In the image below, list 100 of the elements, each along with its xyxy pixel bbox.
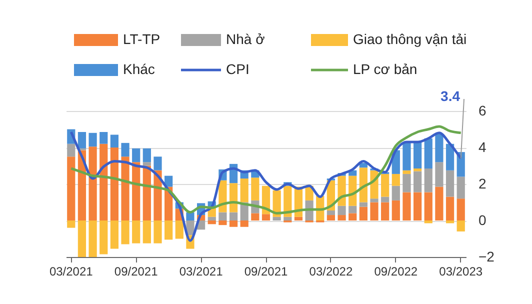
bar bbox=[100, 144, 108, 220]
bar bbox=[100, 132, 108, 144]
bar bbox=[392, 200, 400, 220]
bar bbox=[456, 176, 465, 199]
y-tick-label: 6 bbox=[478, 102, 486, 118]
bar bbox=[142, 148, 151, 162]
bar bbox=[186, 212, 194, 220]
bar bbox=[121, 142, 130, 157]
bar bbox=[456, 198, 465, 220]
bar bbox=[142, 162, 151, 166]
x-tick-label: 03/2022 bbox=[309, 264, 353, 278]
annotation: 3.4 bbox=[440, 88, 460, 104]
bar bbox=[424, 220, 432, 224]
bar bbox=[132, 148, 140, 162]
bar bbox=[132, 162, 140, 220]
bar bbox=[100, 220, 108, 254]
bar bbox=[67, 156, 76, 220]
bar bbox=[218, 212, 227, 220]
legend-label: LP cơ bản bbox=[353, 61, 418, 77]
bar bbox=[446, 144, 454, 170]
bar bbox=[402, 142, 411, 170]
bar bbox=[121, 220, 130, 244]
bar bbox=[67, 220, 76, 228]
bar bbox=[370, 202, 378, 220]
bar bbox=[78, 132, 86, 148]
bar bbox=[402, 192, 411, 220]
bar bbox=[424, 138, 432, 168]
bar bbox=[338, 176, 346, 206]
x-tick-label: 09/2021 bbox=[244, 264, 288, 278]
bar bbox=[142, 220, 151, 244]
bar bbox=[229, 212, 238, 220]
y-tick-label: 4 bbox=[478, 139, 486, 155]
y-tick-label: 2 bbox=[478, 176, 486, 192]
bar bbox=[446, 170, 454, 197]
bar bbox=[446, 220, 454, 224]
legend-label: LT-TP bbox=[123, 31, 160, 47]
bar bbox=[359, 202, 368, 207]
bar bbox=[381, 174, 390, 197]
bar bbox=[348, 213, 357, 220]
bar bbox=[240, 178, 248, 202]
bar bbox=[402, 170, 411, 174]
bar bbox=[381, 202, 390, 220]
bar bbox=[208, 216, 216, 220]
bar bbox=[229, 183, 238, 212]
bar bbox=[359, 168, 368, 202]
bar bbox=[381, 196, 390, 202]
legend-label: Khác bbox=[123, 61, 155, 77]
bar bbox=[229, 220, 238, 227]
bar bbox=[88, 132, 97, 147]
bar bbox=[88, 220, 97, 257]
bar bbox=[359, 206, 368, 220]
bar bbox=[132, 220, 140, 244]
bar bbox=[348, 206, 357, 214]
bar bbox=[294, 216, 303, 220]
bar bbox=[413, 142, 422, 168]
bar bbox=[284, 186, 292, 217]
bar bbox=[402, 174, 411, 192]
bar bbox=[164, 220, 173, 240]
bar bbox=[446, 196, 454, 220]
bar bbox=[154, 156, 162, 170]
bar bbox=[67, 144, 76, 157]
bar bbox=[435, 162, 444, 187]
bar bbox=[251, 213, 260, 220]
bar bbox=[284, 216, 292, 220]
bar bbox=[240, 220, 248, 227]
bar bbox=[413, 192, 422, 220]
legend-label: Giao thông vận tải bbox=[353, 31, 467, 47]
bar bbox=[88, 146, 97, 220]
bar bbox=[424, 192, 432, 220]
y-tick-label: −2 bbox=[478, 248, 495, 264]
bar bbox=[272, 216, 281, 220]
bar bbox=[413, 168, 422, 172]
line-series bbox=[70, 130, 462, 242]
x-tick-label: 09/2022 bbox=[374, 264, 418, 278]
bar bbox=[218, 220, 227, 226]
bar bbox=[78, 220, 86, 257]
bar bbox=[121, 156, 130, 220]
x-tick-label: 03/2021 bbox=[179, 264, 224, 278]
bar bbox=[262, 214, 270, 220]
legend-label: CPI bbox=[226, 61, 250, 77]
bar bbox=[251, 178, 260, 200]
bar bbox=[110, 220, 119, 249]
bar bbox=[456, 220, 465, 232]
bar bbox=[326, 210, 336, 216]
bar bbox=[435, 134, 444, 162]
bar bbox=[435, 186, 444, 220]
bar bbox=[338, 215, 346, 220]
bar bbox=[154, 220, 162, 244]
bar bbox=[208, 220, 216, 224]
bar bbox=[413, 171, 422, 192]
bar bbox=[175, 220, 184, 239]
x-tick-label: 03/2023 bbox=[439, 264, 483, 278]
x-tick-label: 09/2021 bbox=[114, 264, 158, 278]
bar bbox=[110, 134, 119, 148]
bar bbox=[326, 215, 336, 220]
bar bbox=[392, 174, 400, 186]
legend-label: Nhà ở bbox=[226, 31, 265, 47]
bar bbox=[392, 186, 400, 200]
line-series bbox=[70, 125, 462, 214]
bar bbox=[110, 148, 119, 220]
